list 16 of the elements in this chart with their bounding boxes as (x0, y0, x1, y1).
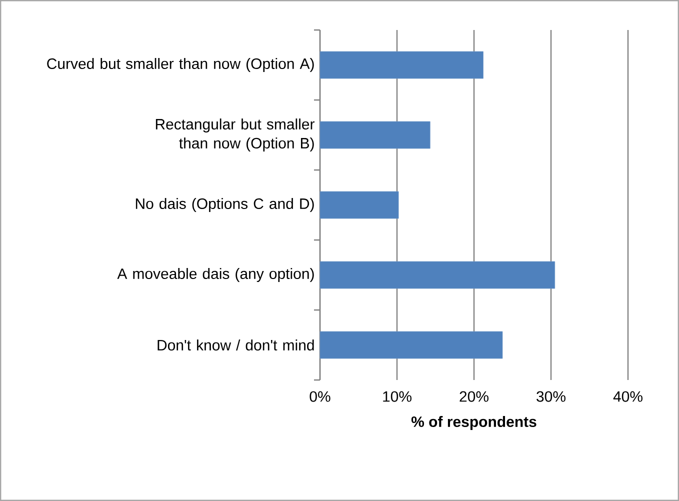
x-tick-label: 20% (460, 391, 488, 402)
bar (320, 331, 503, 359)
y-tick-label: Don't know / don't mind (158, 339, 314, 351)
x-axis-title: % of respondents (411, 416, 536, 430)
bar (320, 51, 484, 79)
x-tick-label: 30% (536, 391, 566, 402)
x-tick-label: 10% (383, 391, 412, 402)
bar (320, 121, 430, 149)
bar (320, 191, 399, 219)
y-tick-label: A moveable dais (any option) (117, 268, 314, 282)
y-tick-label: No dais (Options C and D) (136, 198, 314, 212)
y-tick-label: Curved but smaller than now (Option A) (47, 58, 314, 72)
x-tick-label: 40% (613, 391, 642, 402)
bar (320, 261, 556, 289)
x-tick-label: 0% (310, 391, 330, 402)
y-tick-label: Rectangular but smaller than now (Option B) (156, 118, 315, 152)
